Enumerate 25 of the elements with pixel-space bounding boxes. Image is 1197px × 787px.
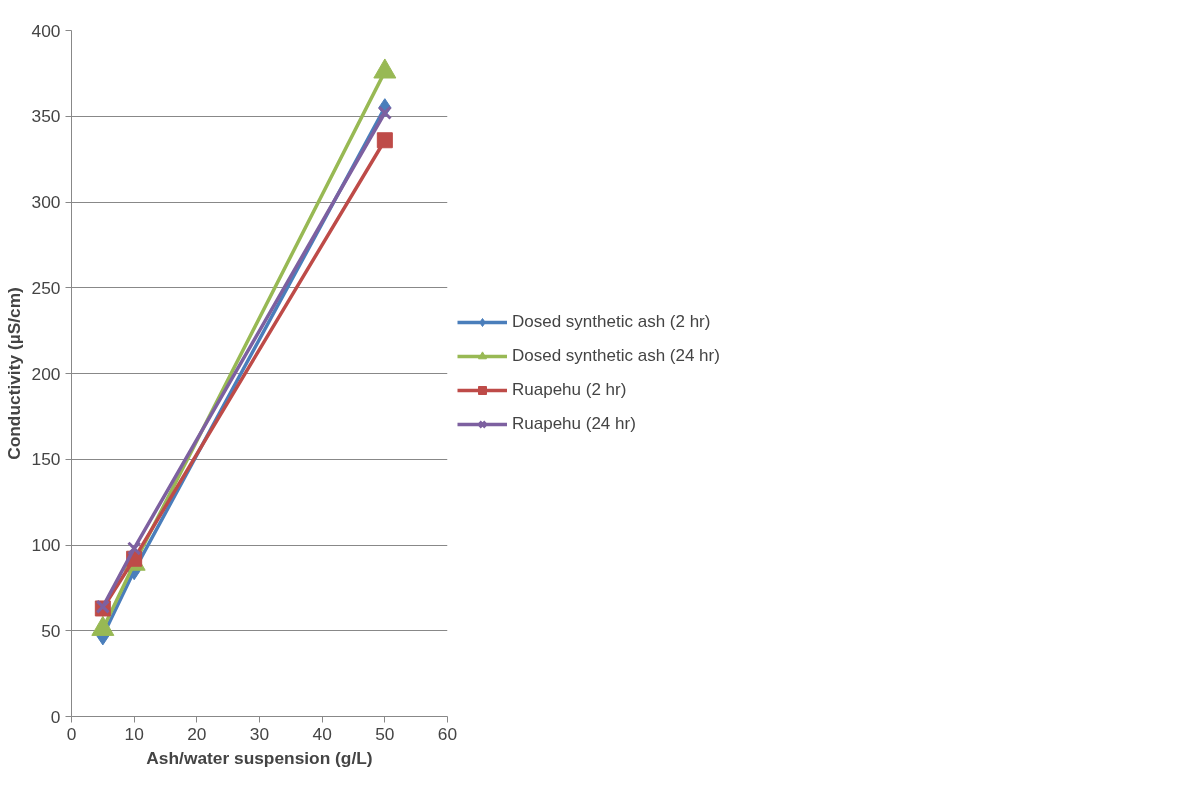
x-axis-title: Ash/water suspension (g/L) xyxy=(146,747,373,768)
point xyxy=(377,105,392,120)
legend-label: Dosed synthetic ash (24 hr) xyxy=(512,346,720,366)
x-tick-label: 10 xyxy=(124,723,144,744)
y-axis-title: Conductivity (µS/cm) xyxy=(3,287,24,460)
point xyxy=(127,541,142,556)
x-tick-label: 40 xyxy=(312,723,332,744)
point xyxy=(376,132,393,149)
x-tick-label: 30 xyxy=(249,723,270,744)
y-tick-label: 100 xyxy=(31,535,61,555)
y-tick-label: 0 xyxy=(50,706,61,727)
y-tick-label: 300 xyxy=(31,192,61,212)
x-tick-label: 50 xyxy=(375,723,395,744)
y-tick-label: 200 xyxy=(31,363,61,384)
legend-label: Ruapehu (2 hr) xyxy=(512,380,627,400)
y-tick-label: 50 xyxy=(41,620,61,641)
legend-label: Dosed synthetic ash (2 hr) xyxy=(512,312,711,332)
y-tick-label: 400 xyxy=(31,20,61,41)
x-tick-label: 20 xyxy=(187,723,207,744)
y-tick-label: 350 xyxy=(31,106,61,127)
x-tick-label: 60 xyxy=(437,723,458,744)
x-tick-label: 0 xyxy=(66,723,77,744)
y-tick-label: 150 xyxy=(31,449,61,470)
legend-label: Ruapehu (24 hr) xyxy=(512,414,636,434)
y-tick-label: 250 xyxy=(31,277,61,298)
